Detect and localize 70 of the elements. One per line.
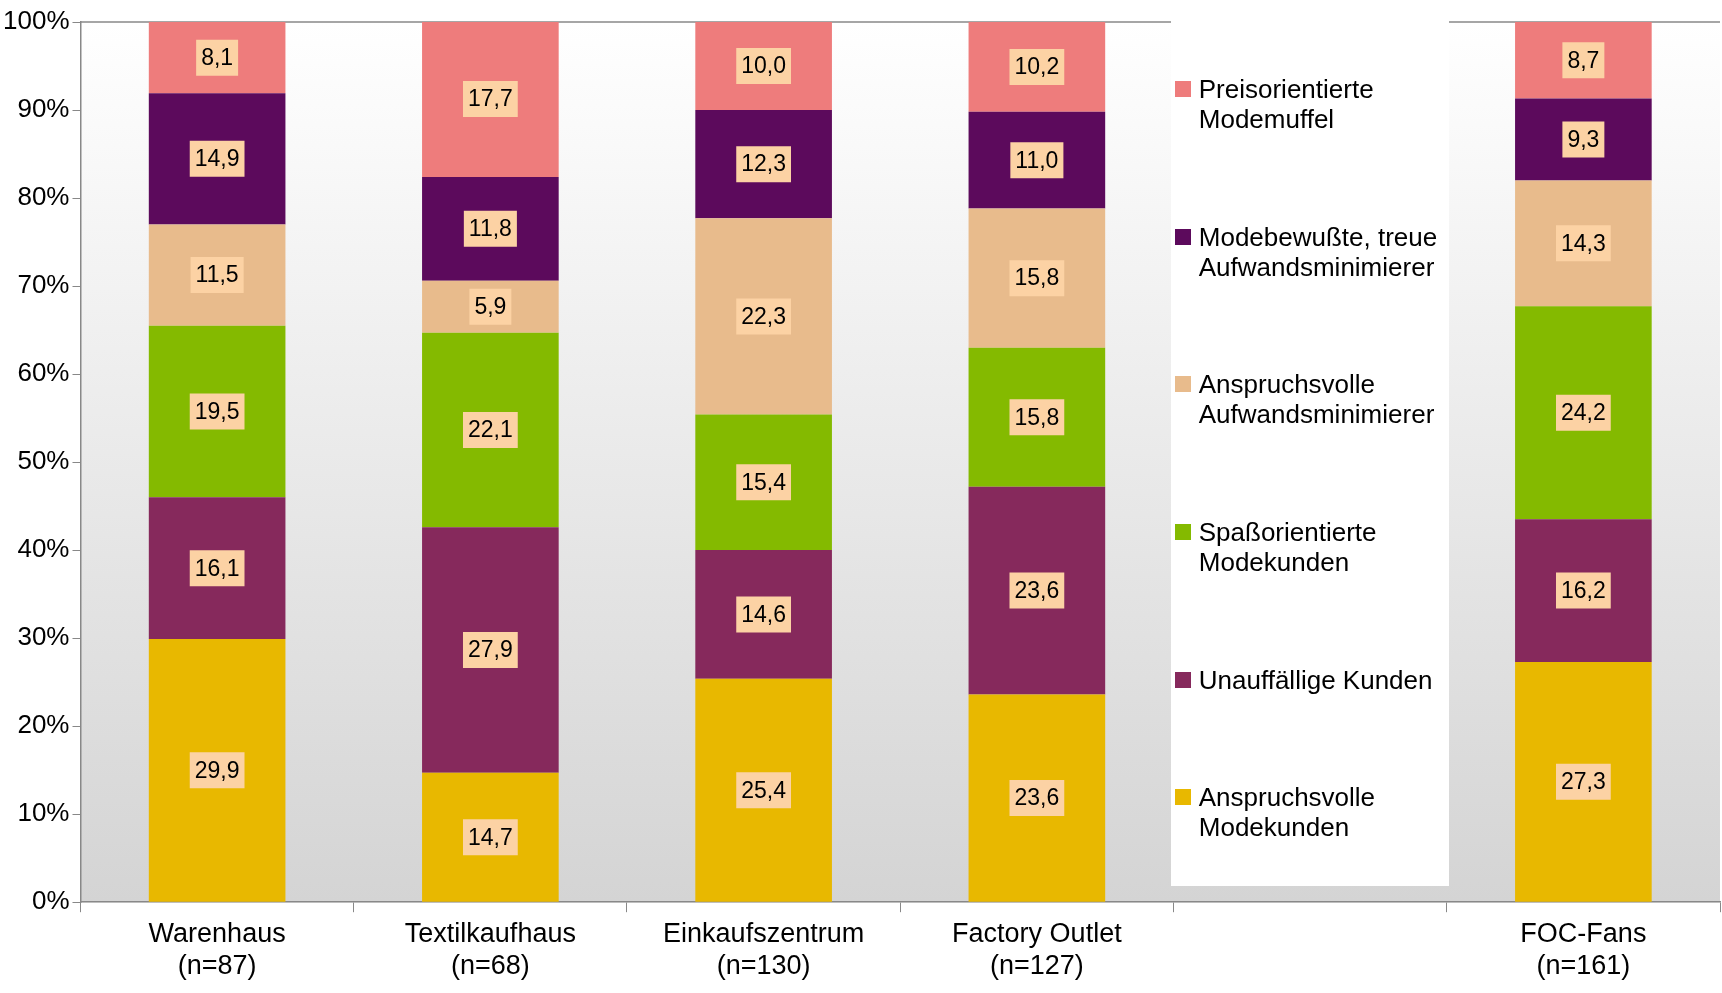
bar	[695, 678, 832, 902]
bar	[968, 208, 1106, 348]
bar	[148, 639, 286, 902]
bar	[422, 527, 559, 773]
data-label: 10,2	[1014, 53, 1060, 80]
data-label: 27,9	[467, 636, 513, 663]
data-label: 23,6	[1014, 576, 1060, 603]
legend-label: Preisorientierte Modemuffel	[1198, 73, 1375, 134]
legend-label: Unauffällige Kunden	[1198, 664, 1433, 695]
y-tick-label: 50%	[17, 445, 70, 476]
x-tick-label: Warenhaus (n=87)	[148, 917, 286, 981]
x-tick-label: Factory Outlet (n=127)	[952, 917, 1123, 981]
data-label: 22,1	[467, 416, 513, 443]
bar	[1515, 661, 1652, 902]
data-label: 9,3	[1567, 125, 1600, 152]
bar	[695, 550, 832, 679]
data-label: 8,1	[201, 43, 234, 70]
data-label: 15,4	[741, 468, 787, 495]
y-tick-label: 40%	[17, 533, 70, 564]
legend-label: Anspruchsvolle Aufwandsminimierer	[1198, 369, 1436, 430]
data-label: 10,0	[741, 52, 787, 79]
x-tick-label: Einkaufszentrum (n=130)	[663, 917, 865, 981]
data-label: 19,5	[194, 397, 240, 424]
data-label: 16,1	[194, 554, 240, 581]
data-label: 24,2	[1560, 399, 1606, 426]
data-label: 5,9	[474, 293, 507, 320]
legend-label: Modebewußte, treue Aufwandsminimierer	[1198, 221, 1439, 282]
bar	[968, 694, 1106, 902]
data-label: 14,6	[741, 600, 787, 627]
bar	[422, 22, 559, 177]
bar	[148, 93, 286, 225]
data-label: 16,2	[1560, 576, 1606, 603]
data-label: 27,3	[1560, 768, 1606, 795]
y-tick-label: 30%	[17, 621, 70, 652]
data-label: 22,3	[741, 302, 787, 329]
data-label: 17,7	[467, 85, 513, 112]
y-tick-label: 60%	[17, 357, 70, 388]
data-label: 12,3	[741, 150, 787, 177]
x-tick-label: FOC-Fans (n=161)	[1520, 917, 1647, 981]
bar	[148, 497, 286, 640]
y-tick-label: 0%	[31, 885, 70, 916]
bar	[148, 325, 286, 498]
x-tick-label: Textilkaufhaus (n=68)	[404, 917, 576, 981]
y-tick-label: 20%	[17, 709, 70, 740]
data-label: 14,9	[194, 145, 240, 172]
legend-label: Anspruchsvolle Modekunden	[1198, 782, 1377, 843]
bar	[1515, 519, 1652, 662]
bar	[422, 332, 559, 528]
data-label: 29,9	[194, 756, 240, 783]
y-tick-label: 100%	[3, 5, 70, 36]
data-label: 11,8	[468, 215, 512, 242]
bar	[1515, 306, 1652, 520]
data-label: 14,3	[1560, 229, 1606, 256]
data-label: 25,4	[741, 776, 787, 803]
y-tick-label: 70%	[17, 269, 70, 300]
y-tick-label: 90%	[17, 93, 70, 124]
bar	[695, 414, 832, 551]
data-label: 14,7	[467, 823, 513, 850]
bar	[968, 486, 1106, 695]
data-label: 23,6	[1014, 784, 1060, 811]
bar	[968, 347, 1106, 487]
data-label: 11,5	[195, 261, 239, 288]
data-label: 15,8	[1014, 264, 1060, 291]
bar	[695, 218, 832, 415]
legend-label: Spaßorientierte Modekunden	[1198, 516, 1378, 577]
y-tick-label: 10%	[17, 797, 70, 828]
y-tick-label: 80%	[17, 181, 70, 212]
data-label: 11,0	[1015, 146, 1059, 173]
data-label: 8,7	[1567, 46, 1600, 73]
data-label: 15,8	[1014, 403, 1060, 430]
